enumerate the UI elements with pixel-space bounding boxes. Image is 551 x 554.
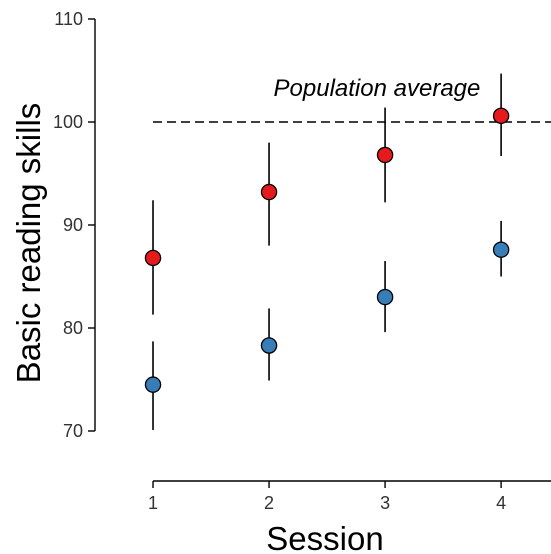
data-point-s2-3 [376,288,394,306]
data-point-s1-3 [376,146,394,164]
data-point-s1-2 [260,183,278,201]
series-1 [144,73,510,315]
y-tick-label-70: 70 [63,421,83,441]
y-tick-label-80: 80 [63,318,83,338]
annotation-population-average: Population average [274,75,481,102]
x-axis: 1 2 3 4 [148,480,551,513]
y-axis-title: Basic reading skills [10,103,47,384]
y-tick-label-90: 90 [63,215,83,235]
y-tick-label-110: 110 [54,9,83,29]
data-point-s2-1 [144,376,162,393]
data-point-s1-1 [144,249,162,267]
x-axis-title: Session [266,520,383,554]
x-tick-label-3: 3 [380,493,390,513]
x-tick-label-2: 2 [264,493,274,513]
data-point-s2-2 [260,337,278,354]
data-marks [144,73,510,430]
x-tick-label-4: 4 [496,493,506,513]
x-tick-label-1: 1 [148,493,158,513]
data-point-s2-4 [492,241,510,258]
series-2 [144,220,510,430]
y-axis: 70 80 90 100 110 [53,9,96,441]
data-point-s1-4 [492,107,510,125]
y-tick-label-100: 100 [53,112,83,132]
